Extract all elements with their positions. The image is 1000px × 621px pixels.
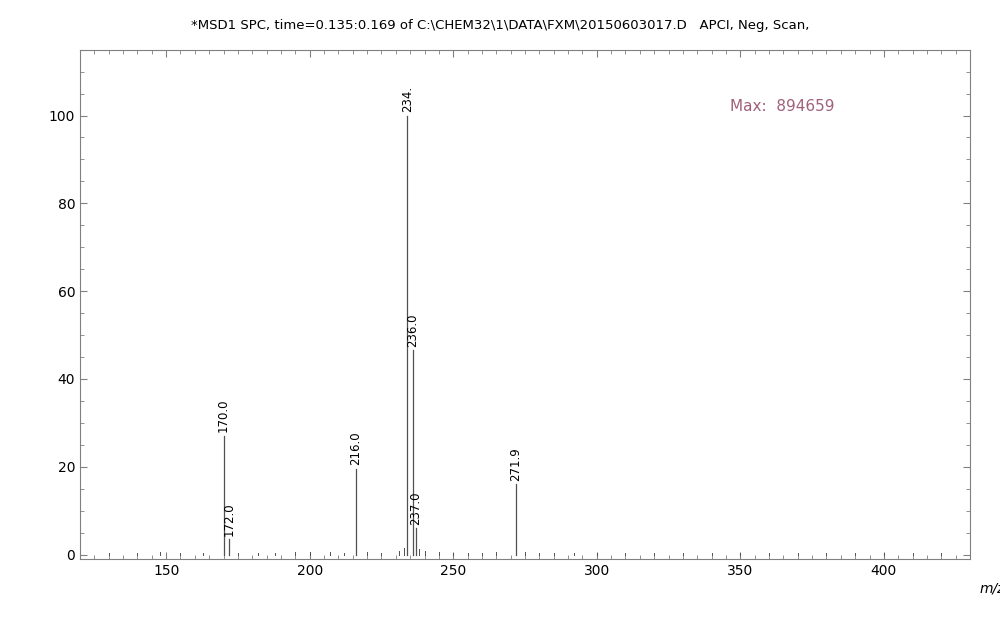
- X-axis label: m/z: m/z: [980, 582, 1000, 596]
- Text: 237.0: 237.0: [409, 491, 422, 525]
- Text: 234.: 234.: [401, 86, 414, 112]
- Text: 216.0: 216.0: [349, 432, 362, 465]
- Text: 172.0: 172.0: [223, 502, 236, 536]
- Text: 170.0: 170.0: [217, 399, 230, 432]
- Text: *MSD1 SPC, time=0.135:0.169 of C:\CHEM32\1\DATA\FXM\20150603017.D   APCI, Neg, S: *MSD1 SPC, time=0.135:0.169 of C:\CHEM32…: [191, 19, 809, 32]
- Text: Max:  894659: Max: 894659: [730, 99, 834, 114]
- Text: 236.0: 236.0: [407, 314, 420, 347]
- Text: 271.9: 271.9: [510, 447, 523, 481]
